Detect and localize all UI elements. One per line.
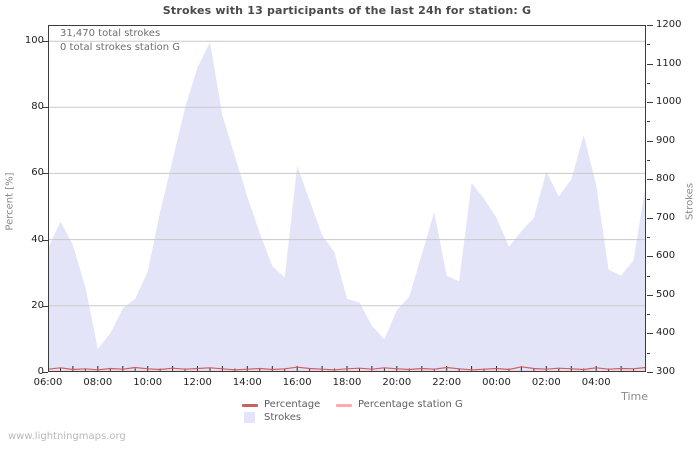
- right-tick-label: 300: [656, 366, 676, 377]
- right-tick-label: 1200: [656, 19, 682, 30]
- right-tick-mark: [647, 275, 650, 277]
- x-tick-label: 20:00: [382, 377, 412, 388]
- left-tick-label: 100: [24, 35, 44, 47]
- left-tick-label: 60: [31, 167, 44, 179]
- right-tick-mark: [647, 102, 653, 104]
- x-tick-label: 02:00: [531, 377, 561, 388]
- left-tick-mark: [43, 239, 48, 241]
- right-tick-label: 1000: [656, 96, 682, 108]
- annotation-block: 31,470 total strokes 0 total strokes sta…: [60, 27, 180, 55]
- x-tick-label: 14:00: [232, 377, 262, 388]
- legend-label-percentage-station: Percentage station G: [358, 399, 463, 410]
- x-tick-label: 00:00: [482, 377, 511, 388]
- right-tick-label: 500: [656, 288, 676, 300]
- chart-title: Strokes with 13 participants of the last…: [162, 4, 532, 17]
- right-tick-mark: [647, 82, 650, 84]
- right-tick-label: 400: [656, 327, 676, 339]
- left-tick-mark: [43, 41, 48, 43]
- left-tick-mark: [43, 173, 48, 175]
- left-tick-label: 0: [37, 365, 44, 377]
- total-strokes-annotation: 31,470 total strokes: [60, 28, 161, 39]
- right-tick-label: 700: [656, 211, 676, 223]
- x-tick-label: 18:00: [332, 377, 362, 388]
- left-tick-label: 20: [31, 299, 44, 311]
- x-tick-label: 04:00: [581, 377, 611, 388]
- station-total-annotation: 0 total strokes station G: [60, 42, 181, 53]
- right-tick-mark: [647, 237, 650, 239]
- x-tick-label: 12:00: [183, 377, 212, 388]
- left-tick-mark: [43, 371, 48, 373]
- right-tick-mark: [647, 198, 650, 200]
- left-tick-label: 80: [31, 101, 44, 113]
- right-tick-mark: [647, 179, 653, 181]
- right-tick-mark: [647, 44, 650, 46]
- right-tick-label: 900: [656, 134, 676, 146]
- x-tick-label: 22:00: [432, 377, 462, 388]
- right-tick-mark: [647, 63, 653, 65]
- right-tick-mark: [647, 25, 653, 26]
- right-tick-mark: [647, 372, 653, 373]
- right-tick-mark: [647, 314, 650, 316]
- percentage-station-line-swatch: [336, 404, 352, 407]
- right-tick-mark: [647, 121, 650, 123]
- watermark: www.lightningmaps.org: [8, 431, 126, 442]
- right-tick-mark: [647, 256, 653, 258]
- left-tick-label: 40: [31, 233, 44, 245]
- legend-label-strokes: Strokes: [264, 412, 302, 423]
- x-tick-label: 08:00: [83, 377, 113, 388]
- x-tick-label: 06:00: [33, 377, 63, 388]
- left-tick-mark: [43, 305, 48, 307]
- left-tick-mark: [43, 107, 48, 109]
- right-tick-mark: [647, 333, 653, 335]
- legend-label-percentage: Percentage: [264, 399, 321, 410]
- right-tick-mark: [647, 352, 650, 354]
- right-tick-mark: [647, 294, 653, 296]
- right-axis-label: Strokes: [684, 182, 696, 221]
- right-tick-mark: [647, 140, 653, 142]
- right-tick-mark: [647, 217, 653, 219]
- right-tick-mark: [647, 159, 650, 161]
- right-tick-label: 600: [656, 250, 676, 262]
- left-axis-label: Percent [%]: [4, 172, 16, 231]
- right-tick-label: 1100: [656, 57, 682, 69]
- plot-svg: [48, 25, 646, 372]
- x-tick-label: 16:00: [282, 377, 312, 388]
- percentage-line-swatch: [242, 404, 258, 407]
- right-tick-label: 800: [656, 173, 676, 185]
- strokes-area-swatch: [244, 412, 255, 423]
- x-axis-label: Time: [621, 390, 648, 403]
- x-tick-label: 10:00: [133, 377, 163, 388]
